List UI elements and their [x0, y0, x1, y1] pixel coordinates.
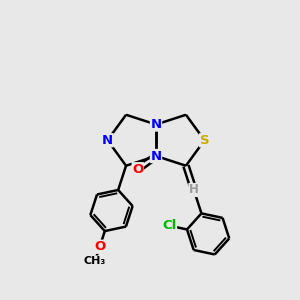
Text: N: N — [150, 118, 162, 131]
Text: N: N — [102, 134, 113, 147]
Text: S: S — [200, 134, 209, 147]
Text: O: O — [94, 240, 105, 253]
Text: N: N — [150, 149, 162, 163]
Text: H: H — [189, 184, 199, 196]
Text: O: O — [132, 163, 143, 176]
Text: Cl: Cl — [162, 219, 176, 232]
Text: CH₃: CH₃ — [84, 256, 106, 266]
